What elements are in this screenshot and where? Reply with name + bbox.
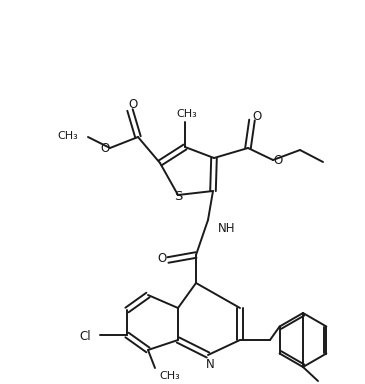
Text: O: O xyxy=(157,252,167,265)
Text: CH₃: CH₃ xyxy=(57,131,78,141)
Text: O: O xyxy=(273,154,283,167)
Text: NH: NH xyxy=(218,222,235,235)
Text: O: O xyxy=(100,142,110,156)
Text: CH₃: CH₃ xyxy=(159,371,180,381)
Text: O: O xyxy=(252,109,262,122)
Text: O: O xyxy=(128,98,138,111)
Text: Cl: Cl xyxy=(79,329,91,343)
Text: CH₃: CH₃ xyxy=(177,109,197,119)
Text: S: S xyxy=(174,189,182,202)
Text: N: N xyxy=(205,358,214,371)
